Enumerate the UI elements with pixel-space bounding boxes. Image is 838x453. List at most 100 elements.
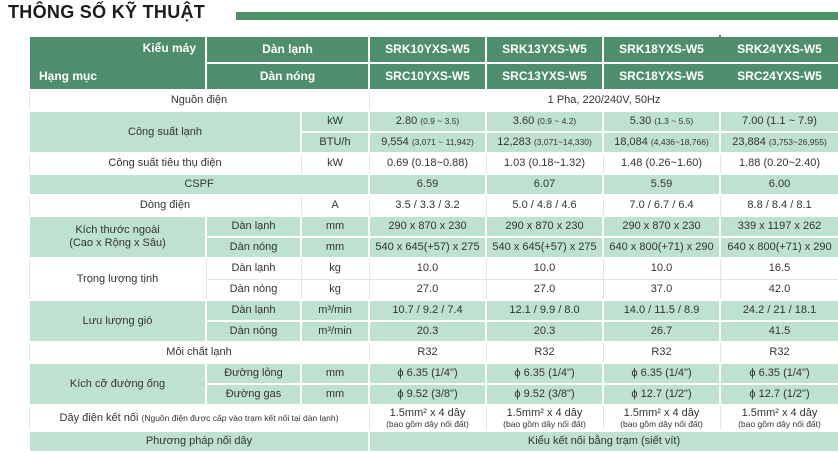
label-current: Dòng điện — [28, 194, 302, 217]
model-outdoor-4: SRC24YXS-W5 — [719, 62, 838, 91]
value-pipe-liquid-4: ϕ 6.35 (1/4") — [719, 362, 838, 385]
sublabel-dimensions-indoor: Dàn lạnh — [205, 215, 302, 238]
label-dimensions: Kích thước ngoài (Cao x Rộng x Sâu) — [28, 215, 207, 259]
model-indoor-2: SRK13YXS-W5 — [485, 35, 605, 64]
unit-mm-liquid: mm — [299, 362, 371, 385]
sublabel-weight-indoor: Dàn lạnh — [205, 257, 302, 280]
label-airflow: Lưu lượng gió — [28, 299, 207, 343]
corner-label-model: Kiểu máy — [142, 41, 196, 55]
label-pipe-size: Kích cỡ đường ống — [28, 362, 207, 406]
value-cspf-2: 6.07 — [485, 173, 605, 196]
value-current-4: 8.8 / 8.4 / 8.1 — [719, 194, 838, 217]
value-pipe-liquid-3: ϕ 6.35 (1/4") — [602, 362, 722, 385]
value-cspf-3: 5.59 — [602, 173, 722, 196]
unit-mm-dim-outdoor: mm — [299, 236, 371, 259]
model-indoor-3: SRK18YXS-W5 — [602, 35, 722, 64]
value-consumption-2: 1.03 (0.18~1.32) — [485, 152, 604, 175]
value-wiring-4: 1.5mm² x 4 dây (bao gồm dây nối đất) — [719, 404, 838, 432]
value-airflow-outdoor-1: 20.3 — [368, 320, 488, 343]
value-cooling-btu-3: 18,084 (4,436~18,766) — [602, 131, 722, 154]
label-power-source: Nguồn điện — [28, 89, 370, 112]
unit-m3min-outdoor: m³/min — [299, 320, 371, 343]
sublabel-dimensions-outdoor: Dàn nóng — [205, 236, 302, 259]
value-consumption-4: 1.88 (0.20~2.40) — [719, 152, 838, 175]
value-dim-indoor-2: 290 x 870 x 230 — [485, 215, 605, 238]
row-dimensions-indoor: Kích thước ngoài (Cao x Rộng x Sâu) Dàn … — [28, 215, 838, 259]
row-cspf: CSPF 6.59 6.07 5.59 6.00 — [27, 173, 838, 196]
value-airflow-outdoor-4: 41.5 — [719, 320, 838, 343]
label-cspf: CSPF — [27, 173, 371, 196]
value-cspf-4: 6.00 — [719, 173, 838, 196]
row-airflow-indoor: Lưu lượng gió Dàn lạnh m³/min 10.7 / 9.2… — [28, 299, 838, 343]
unit-mm-dim-indoor: mm — [299, 215, 371, 238]
label-power-consumption: Công suất tiêu thụ điện — [28, 152, 302, 175]
value-refrigerant-1: R32 — [368, 341, 487, 364]
value-consumption-3: 1.48 (0.26~1.60) — [602, 152, 721, 175]
row-weight-indoor: Trọng lượng tịnh Dàn lạnh kg 10.0 10.0 1… — [28, 257, 838, 301]
value-cspf-1: 6.59 — [368, 173, 488, 196]
value-wiring-3: 1.5mm² x 4 dây (bao gồm dây nối đất) — [602, 404, 721, 432]
model-indoor-1: SRK10YXS-W5 — [368, 35, 488, 64]
corner-cell: Kiểu máy Hạng mục — [28, 35, 207, 91]
unit-m3min-indoor: m³/min — [299, 299, 371, 322]
header-row-indoor: Kiểu máy Hạng mục Dàn lạnh SRK10YXS-W5 S… — [28, 35, 838, 91]
value-current-3: 7.0 / 6.7 / 6.4 — [602, 194, 721, 217]
row-cooling-capacity-kw: Công suất lạnh kW 2.80 (0.9 ~ 3.5) 3.60 … — [28, 110, 838, 154]
value-pipe-liquid-2: ϕ 6.35 (1/4") — [485, 362, 605, 385]
value-weight-indoor-4: 16.5 — [719, 257, 838, 280]
row-airflow-outdoor: Dàn nóng m³/min 20.3 20.3 26.7 41.5 — [29, 320, 838, 343]
value-refrigerant-3: R32 — [602, 341, 721, 364]
value-airflow-indoor-2: 12.1 / 9.9 / 8.0 — [485, 299, 605, 322]
unit-kg-indoor: kg — [300, 257, 370, 280]
value-airflow-outdoor-3: 26.7 — [602, 320, 722, 343]
corner-label-item: Hạng mục — [39, 69, 98, 84]
label-net-weight: Trọng lượng tịnh — [28, 257, 207, 301]
value-cooling-kw-1: 2.80 (0.9 ~ 3.5) — [368, 110, 488, 133]
unit-kw-consumption: kW — [300, 152, 370, 175]
value-cooling-kw-2: 3.60 (0.9 ~ 4.2) — [485, 110, 605, 133]
sublabel-pipe-gas: Đường gas — [205, 383, 302, 406]
value-dim-indoor-1: 290 x 870 x 230 — [368, 215, 488, 238]
value-refrigerant-2: R32 — [485, 341, 604, 364]
row-pipe-gas: Đường gas mm ϕ 9.52 (3/8") ϕ 9.52 (3/8")… — [29, 383, 838, 406]
value-airflow-outdoor-2: 20.3 — [485, 320, 605, 343]
value-dim-indoor-4: 339 x 1197 x 262 — [719, 215, 838, 238]
value-dim-outdoor-2: 540 x 645(+57) x 275 — [485, 236, 605, 259]
row-connection-method: Phương pháp nối dây Kiểu kết nối bằng tr… — [27, 430, 838, 453]
value-pipe-gas-1: ϕ 9.52 (3/8") — [368, 383, 488, 406]
row-power-consumption: Công suất tiêu thụ điện kW 0.69 (0.18~0.… — [28, 152, 838, 175]
unit-mm-gas: mm — [299, 383, 371, 406]
value-weight-outdoor-3: 37.0 — [602, 278, 721, 301]
page-title: THÔNG SỐ KỸ THUẬT — [8, 2, 206, 22]
value-airflow-indoor-4: 24.2 / 21 / 18.1 — [719, 299, 838, 322]
value-weight-outdoor-2: 27.0 — [485, 278, 604, 301]
model-indoor-4: SRK24YXS-W5 — [719, 35, 838, 64]
value-current-2: 5.0 / 4.8 / 4.6 — [485, 194, 604, 217]
row-dimensions-outdoor: Dàn nóng mm 540 x 645(+57) x 275 540 x 6… — [29, 236, 838, 259]
value-power-source: 1 Pha, 220/240V, 50Hz — [368, 89, 838, 112]
value-weight-indoor-2: 10.0 — [485, 257, 604, 280]
indoor-unit-header: Dàn lạnh — [204, 35, 371, 64]
row-refrigerant: Môi chất lạnh R32 R32 R32 R32 — [28, 341, 838, 364]
value-cooling-btu-4: 23,884 (3,753~26,955) — [719, 131, 838, 154]
title-accent-bar — [236, 12, 838, 20]
value-weight-indoor-1: 10.0 — [368, 257, 487, 280]
value-pipe-gas-3: ϕ 12.7 (1/2") — [602, 383, 722, 406]
value-airflow-indoor-1: 10.7 / 9.2 / 7.4 — [368, 299, 488, 322]
spec-table: Kiểu máy Hạng mục Dàn lạnh SRK10YXS-W5 S… — [27, 35, 838, 453]
value-weight-outdoor-1: 27.0 — [368, 278, 487, 301]
value-dim-outdoor-4: 640 x 800(+71) x 290 — [719, 236, 838, 259]
model-outdoor-1: SRC10YXS-W5 — [368, 62, 488, 91]
unit-btu: BTU/h — [299, 131, 371, 154]
row-pipe-liquid: Kích cỡ đường ống Đường lỏng mm ϕ 6.35 (… — [28, 362, 838, 406]
header-row-outdoor: Dàn nóng SRC10YXS-W5 SRC13YXS-W5 SRC18YX… — [29, 62, 838, 91]
value-dim-indoor-3: 290 x 870 x 230 — [602, 215, 722, 238]
value-pipe-gas-4: ϕ 12.7 (1/2") — [719, 383, 838, 406]
value-refrigerant-4: R32 — [719, 341, 838, 364]
sublabel-pipe-liquid: Đường lỏng — [205, 362, 302, 385]
model-outdoor-2: SRC13YXS-W5 — [485, 62, 605, 91]
value-dim-outdoor-1: 540 x 645(+57) x 275 — [368, 236, 488, 259]
value-cooling-kw-3: 5.30 (1.3 ~ 5.5) — [602, 110, 722, 133]
value-airflow-indoor-3: 14.0 / 11.5 / 8.9 — [602, 299, 722, 322]
